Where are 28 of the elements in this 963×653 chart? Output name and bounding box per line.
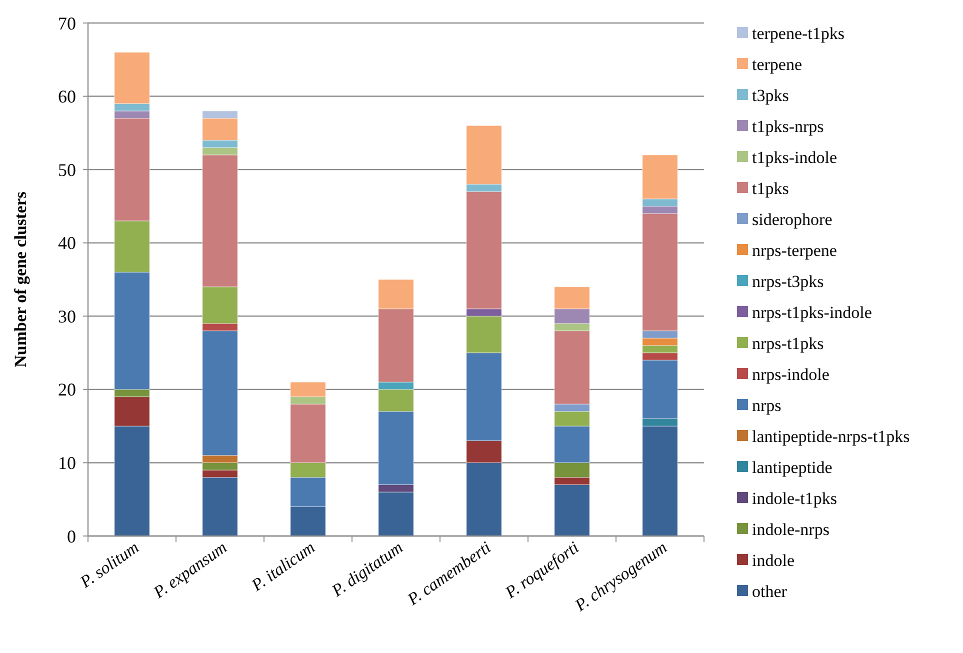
legend-label: indole-nrps (752, 520, 830, 539)
legend-label: nrps (752, 396, 782, 415)
legend-label: nrps-t1pks-indole (752, 302, 872, 322)
legend-label: nrps-indole (752, 364, 830, 384)
legend-label: nrps-t3pks (752, 272, 824, 291)
legend-label: other (752, 582, 788, 601)
legend-label: lantipeptide-nrps-t1pks (752, 426, 910, 446)
y-tick-label: 70 (58, 13, 76, 34)
legend-label: nrps-t1pks (752, 334, 824, 353)
legend-label: indole (752, 550, 794, 570)
legend-label: t1pks (752, 178, 789, 198)
legend-label: t1pks-indole (752, 148, 837, 167)
legend-label: t3pks (752, 86, 789, 105)
y-tick-label: 10 (58, 453, 76, 474)
legend-label: nrps-terpene (752, 240, 837, 260)
legend-label: siderophore (752, 210, 832, 229)
y-tick-label: 40 (58, 233, 76, 254)
y-tick-label: 0 (67, 526, 76, 546)
legend-label: terpene (752, 54, 802, 74)
y-tick-label: 30 (58, 306, 76, 326)
legend-label: t1pks-nrps (752, 116, 824, 136)
y-tick-label: 50 (58, 160, 76, 180)
legend-label: lantipeptide (752, 458, 832, 477)
y-tick-label: 20 (58, 380, 76, 400)
legend-label: indole-t1pks (752, 488, 837, 508)
legend-label: terpene-t1pks (752, 24, 845, 43)
y-tick-label: 60 (58, 86, 76, 107)
y-axis-title: Number of gene clusters (11, 191, 30, 368)
